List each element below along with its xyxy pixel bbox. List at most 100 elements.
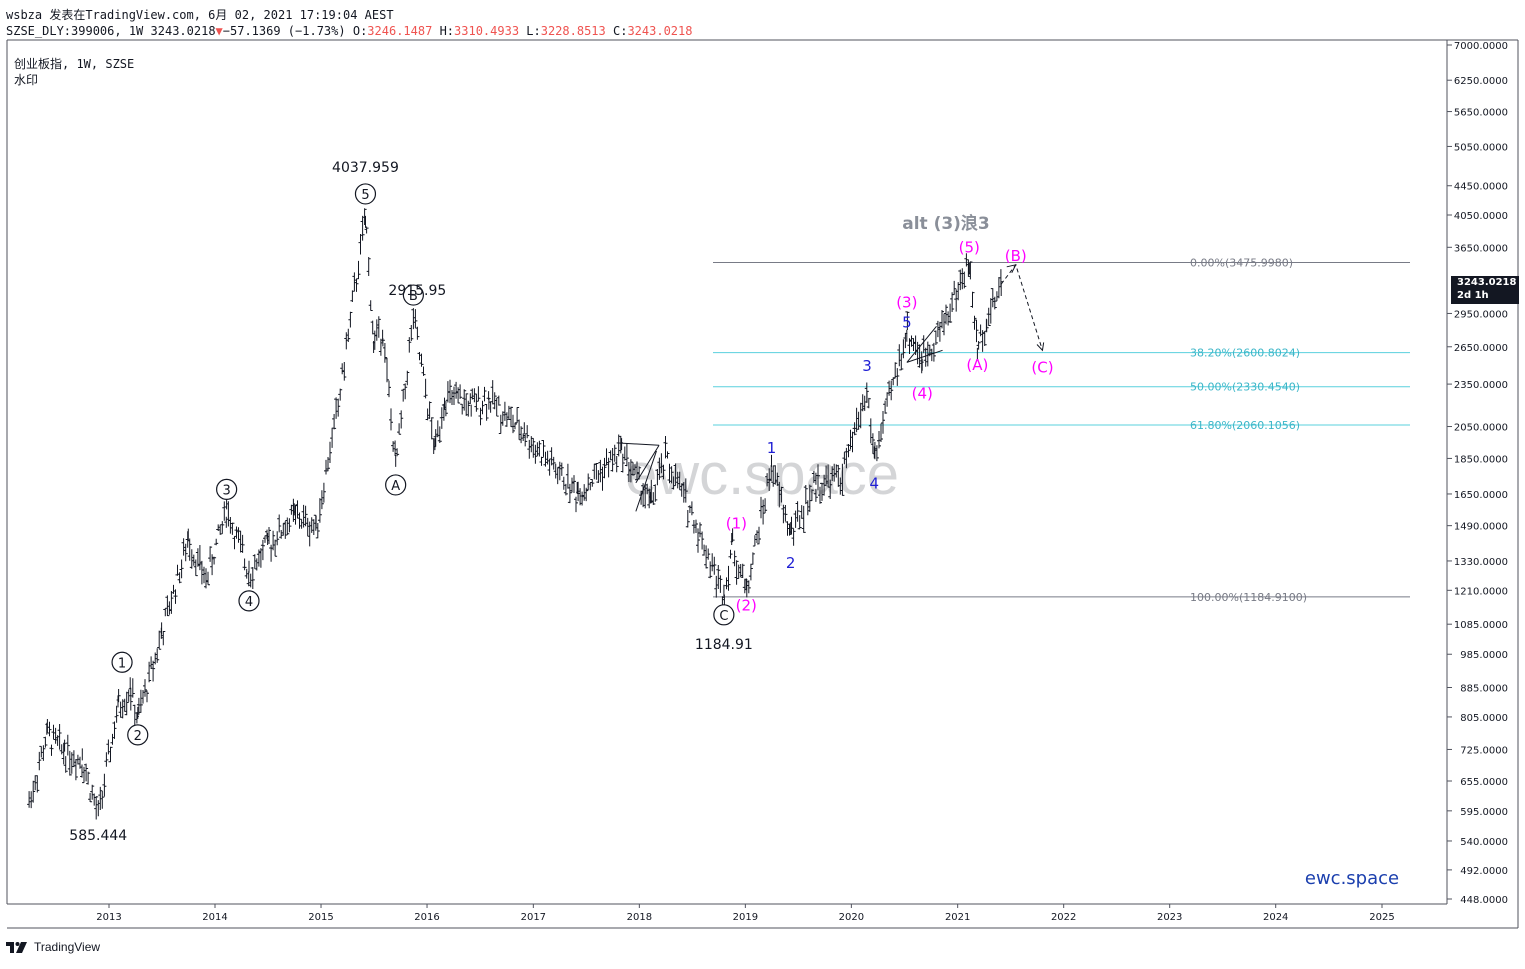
wave-labels: 1 2 3 4 5 C A B (1) (2) (3) (4) (5) (A) (B) (C) 1 2 3 4 5 585…	[69, 160, 1399, 889]
circle-wave-text: 4	[245, 595, 253, 610]
y-axis[interactable]: 7000.0000 6250.0000 5650.0000 5050.0000 4450…	[1447, 41, 1508, 906]
y-tick-label: 5650.0000	[1454, 108, 1508, 119]
x-tick-label: 2019	[733, 912, 758, 923]
change-text: −57.1369 (−1.73%)	[222, 24, 346, 38]
y-tick-label: 492.0000	[1460, 866, 1508, 877]
fib-label: 61.80%(2060.1056)	[1190, 419, 1300, 432]
alt-annotation: alt (3)浪3	[902, 213, 990, 234]
tradingview-logo[interactable]: TradingView	[6, 940, 100, 954]
y-tick-label: 1330.0000	[1454, 557, 1508, 568]
last-price-tag: 3243.0218 2d 1h	[1451, 276, 1519, 304]
fib-label: 50.00%(2330.4540)	[1190, 381, 1300, 394]
x-tick-label: 2021	[945, 912, 970, 923]
legend-watermark-label[interactable]: 水印	[14, 73, 39, 87]
triangle-line	[906, 326, 943, 363]
y-tick-label: 655.0000	[1460, 777, 1508, 788]
y-tick-label: 7000.0000	[1454, 41, 1508, 52]
close-label: C:	[613, 24, 628, 38]
y-tick-label: 1490.0000	[1454, 522, 1508, 533]
down-arrow-icon: ▼	[215, 24, 223, 38]
x-tick-label: 2015	[308, 912, 333, 923]
y-tick-label: 5050.0000	[1454, 142, 1508, 153]
candle-bars	[27, 208, 1003, 820]
high-label: H:	[439, 24, 455, 38]
circle-wave-text: 2	[134, 729, 142, 744]
circle-wave-text: C	[719, 609, 728, 624]
triangle-line	[616, 442, 660, 512]
circle-wave-label	[385, 474, 407, 496]
open-value: 3246.1487	[367, 24, 433, 38]
price-tag-countdown: 2d 1h	[1457, 290, 1489, 301]
minor-wave-label: 5	[902, 314, 912, 332]
footer-text: TradingView	[34, 940, 101, 954]
circle-wave-label	[238, 590, 260, 612]
y-tick-label: 4450.0000	[1454, 182, 1508, 193]
intermediate-wave-label: (5)	[959, 238, 980, 256]
low-value: 3228.8513	[540, 24, 606, 38]
y-tick-label: 2350.0000	[1454, 380, 1508, 391]
y-tick-label: 725.0000	[1460, 745, 1508, 756]
y-tick-label: 1085.0000	[1454, 620, 1508, 631]
intermediate-wave-label: (C)	[1031, 358, 1053, 376]
x-axis[interactable]: 2013 2014 2015 2016 2017 2018 2019 2020 2021 2022…	[96, 904, 1395, 923]
price-tag-value: 3243.0218	[1457, 277, 1517, 288]
intermediate-wave-label: (2)	[736, 596, 757, 614]
price-label: 1184.91	[695, 637, 753, 653]
circle-wave-text: A	[391, 479, 400, 494]
publish-info: wsbza 发表在TradingView.com, 6月 02, 2021 17…	[6, 6, 394, 23]
symbol-text: SZSE_DLY:399006, 1W	[6, 24, 144, 38]
open-label: O:	[352, 24, 368, 38]
price-label: 4037.959	[332, 160, 399, 176]
intermediate-wave-label: (4)	[912, 385, 933, 403]
fib-label: 38.20%(2600.8024)	[1190, 347, 1300, 360]
y-tick-label: 6250.0000	[1454, 76, 1508, 87]
y-tick-label: 540.0000	[1460, 837, 1508, 848]
intermediate-wave-label: (A)	[966, 356, 988, 374]
x-tick-label: 2023	[1157, 912, 1182, 923]
circle-wave-text: B	[409, 289, 418, 304]
watermark: ewc.space	[625, 442, 899, 507]
y-tick-label: 595.0000	[1460, 807, 1508, 818]
circle-wave-text: 1	[118, 656, 126, 671]
circle-wave-text: 5	[361, 188, 369, 203]
legend-name[interactable]: 创业板指, 1W, SZSE	[14, 57, 135, 71]
y-tick-label: 448.0000	[1460, 895, 1508, 906]
y-tick-label: 805.0000	[1460, 713, 1508, 724]
circle-wave-label	[111, 651, 133, 673]
x-tick-label: 2020	[839, 912, 864, 923]
y-tick-label: 885.0000	[1460, 683, 1508, 694]
circle-wave-label	[402, 284, 424, 306]
y-tick-label: 2950.0000	[1454, 309, 1508, 320]
x-tick-label: 2013	[96, 912, 121, 923]
x-tick-label: 2022	[1051, 912, 1076, 923]
fib-retracement[interactable]: 0.00%(3475.9980) 38.20%(2600.8024) 50.00%(…	[713, 256, 1410, 604]
price-label: 2915.95	[388, 283, 446, 299]
y-tick-label: 985.0000	[1460, 650, 1508, 661]
publish-text: wsbza 发表在TradingView.com, 6月 02, 2021 17…	[6, 8, 394, 22]
x-tick-label: 2018	[627, 912, 652, 923]
minor-wave-label: 1	[767, 439, 777, 457]
intermediate-wave-label: (1)	[726, 514, 747, 532]
x-tick-label: 2014	[202, 912, 227, 923]
arrow-head	[1006, 264, 1017, 274]
circle-wave-label	[354, 183, 377, 205]
tradingview-icon	[6, 942, 27, 953]
x-tick-label: 2024	[1263, 912, 1288, 923]
x-tick-label: 2017	[521, 912, 546, 923]
projection-arrow[interactable]	[1000, 263, 1045, 352]
y-tick-label: 1210.0000	[1454, 586, 1508, 597]
y-tick-label: 3650.0000	[1454, 243, 1508, 254]
ohlc-bars	[27, 208, 1003, 820]
y-tick-label: 1850.0000	[1454, 454, 1508, 465]
low-label: L:	[526, 24, 541, 38]
triangle-drawings[interactable]	[616, 326, 943, 512]
last-price: 3243.0218	[150, 24, 216, 38]
minor-wave-label: 3	[862, 357, 872, 375]
circle-wave-label	[713, 604, 735, 626]
high-value: 3310.4933	[454, 24, 520, 38]
circle-wave-text: 3	[222, 483, 230, 498]
y-tick-label: 1650.0000	[1454, 490, 1508, 501]
circle-wave-label	[127, 724, 149, 746]
x-tick-label: 2016	[414, 912, 439, 923]
